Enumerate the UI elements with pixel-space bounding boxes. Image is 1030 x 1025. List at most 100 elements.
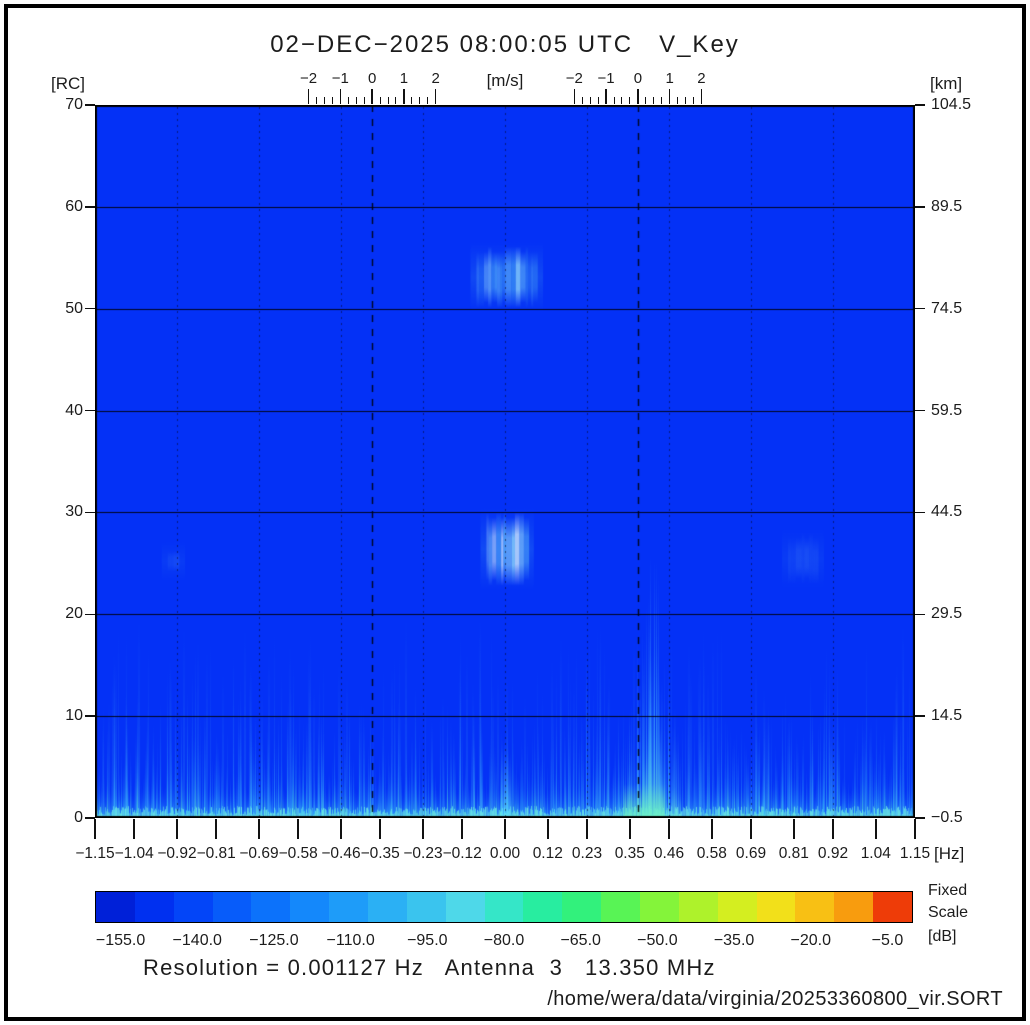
velocity-ruler-major-tick xyxy=(573,89,576,104)
colorbar-cell xyxy=(562,892,602,922)
colorbar-cell xyxy=(290,892,330,922)
velocity-ruler-minor-tick xyxy=(419,97,421,104)
colorbar-cell xyxy=(251,892,291,922)
colorbar-tick-label: −35.0 xyxy=(713,932,755,949)
right-axis-tick-label: 59.5 xyxy=(931,401,963,419)
bottom-axis-tick-label: 0.58 xyxy=(696,845,727,862)
right-axis-tick xyxy=(915,817,925,819)
colorbar-tick-label: −80.0 xyxy=(483,932,525,949)
velocity-ruler-tick-label: −2 xyxy=(565,70,583,87)
right-axis-tick-label: 44.5 xyxy=(931,503,963,521)
bottom-axis-tick-label: 0.12 xyxy=(532,845,563,862)
colorbar-tick-label: −20.0 xyxy=(790,932,831,949)
velocity-ruler-tick-label: 1 xyxy=(399,70,409,87)
bottom-axis-tick xyxy=(504,819,506,839)
colorbar-tick-label: −95.0 xyxy=(407,932,448,949)
colorbar-cell xyxy=(640,892,679,922)
velocity-ruler-minor-tick xyxy=(323,97,325,104)
bottom-axis-tick-label: −0.92 xyxy=(157,845,197,862)
colorbar-cell xyxy=(329,892,369,922)
velocity-ruler-minor-tick xyxy=(645,97,647,104)
colorbar-cell xyxy=(523,892,563,922)
right-axis-tick-label: −0.5 xyxy=(931,809,963,826)
right-axis-tick-label: 14.5 xyxy=(931,707,963,725)
velocity-ruler-minor-tick xyxy=(363,97,365,104)
velocity-ruler-minor-tick xyxy=(597,97,599,104)
colorbar-scale-note-line1: Fixed xyxy=(928,882,968,899)
bottom-axis-tick-label: −0.12 xyxy=(442,845,482,862)
colorbar-cell xyxy=(212,892,252,922)
bottom-axis-tick-label: −0.46 xyxy=(321,845,361,862)
left-axis-tick xyxy=(85,715,95,717)
colorbar-tick-label: −125.0 xyxy=(249,932,299,949)
left-axis-tick xyxy=(85,817,95,819)
colorbar-cell xyxy=(134,892,174,922)
colorbar-tick-label: −155.0 xyxy=(95,932,146,949)
bottom-axis-tick-label: 0.81 xyxy=(778,845,809,862)
colorbar-tick-label: −50.0 xyxy=(637,932,678,949)
velocity-ruler-tick-label: 0 xyxy=(367,70,377,87)
colorbar-cell xyxy=(406,892,446,922)
colorbar-cell xyxy=(173,892,213,922)
left-axis-tick-label: 60 xyxy=(65,197,83,215)
left-axis-tick xyxy=(85,307,95,310)
bottom-axis-tick xyxy=(914,819,916,839)
colorbar-cell xyxy=(368,892,407,922)
colorbar-cell xyxy=(756,892,796,922)
bottom-axis-tick xyxy=(832,819,834,839)
left-axis-tick xyxy=(85,206,95,208)
velocity-ruler-minor-tick xyxy=(355,97,357,104)
bottom-axis-tick xyxy=(297,819,299,839)
velocity-ruler-minor-tick xyxy=(677,97,679,104)
velocity-ruler-tick-label: 2 xyxy=(697,70,706,87)
left-axis-tick-label: 20 xyxy=(65,605,83,623)
colorbar-tick-label: −110.0 xyxy=(326,932,375,949)
velocity-ruler-tick-label: 1 xyxy=(665,70,674,87)
left-axis-tick-label: 40 xyxy=(65,401,83,419)
bottom-axis-tick-label: 0.35 xyxy=(614,845,645,862)
bottom-axis-unit-label: [Hz] xyxy=(934,844,965,863)
bottom-axis-tick xyxy=(215,819,217,839)
velocity-ruler-tick-label: −1 xyxy=(331,70,349,87)
bottom-axis-tick xyxy=(258,819,260,839)
velocity-ruler-minor-tick xyxy=(427,97,429,104)
bottom-axis-tick-label: −0.69 xyxy=(239,845,279,862)
bottom-axis-tick-label: 0.23 xyxy=(571,845,603,862)
colorbar-cell xyxy=(873,892,913,922)
velocity-ruler-tick-label: 2 xyxy=(431,70,440,87)
right-axis-tick-label: 74.5 xyxy=(931,299,963,317)
left-axis-tick-label: 0 xyxy=(74,809,83,826)
bottom-axis-tick-label: 1.15 xyxy=(899,845,931,862)
bottom-axis-tick xyxy=(340,819,342,839)
velocity-ruler-minor-tick xyxy=(621,97,623,104)
velocity-ruler-minor-tick xyxy=(581,97,583,104)
velocity-ruler-major-tick xyxy=(371,89,373,104)
bottom-axis-tick-label: −0.58 xyxy=(278,845,318,862)
velocity-ruler-minor-tick xyxy=(387,97,389,104)
colorbar-tick-label: −5.0 xyxy=(871,932,904,949)
bottom-axis-tick-label: −1.15 xyxy=(75,845,115,862)
left-axis-tick xyxy=(85,409,95,412)
left-axis-tick-label: 50 xyxy=(65,299,83,317)
right-axis-tick-label: 29.5 xyxy=(931,605,963,623)
bottom-axis-tick-label: 0.92 xyxy=(817,845,849,862)
bottom-axis-tick-label: 0.00 xyxy=(489,845,521,862)
bottom-axis-tick xyxy=(461,819,463,839)
bottom-axis-tick-label: −0.23 xyxy=(403,845,443,862)
left-axis-tick xyxy=(85,511,95,514)
right-axis-tick xyxy=(915,409,925,412)
bottom-axis-tick xyxy=(750,819,752,839)
resolution-info-line: Resolution = 0.001127 Hz Antenna 3 13.35… xyxy=(143,955,716,980)
right-axis-unit-label: [km] xyxy=(930,74,963,93)
colorbar-tick-label: −65.0 xyxy=(560,932,601,949)
source-file-path: /home/wera/data/virginia/20253360800_vir… xyxy=(547,988,1003,1010)
velocity-ruler-minor-tick xyxy=(653,97,655,104)
bottom-axis-tick xyxy=(94,819,96,839)
bottom-axis-tick xyxy=(422,819,424,839)
bottom-axis-tick-label: 1.04 xyxy=(860,845,891,862)
velocity-ruler-minor-tick xyxy=(316,97,318,104)
colorbar-unit-label: [dB] xyxy=(928,928,957,945)
bottom-axis-tick xyxy=(711,819,713,839)
velocity-ruler-minor-tick xyxy=(395,97,397,104)
velocity-ruler-minor-tick xyxy=(331,97,333,104)
